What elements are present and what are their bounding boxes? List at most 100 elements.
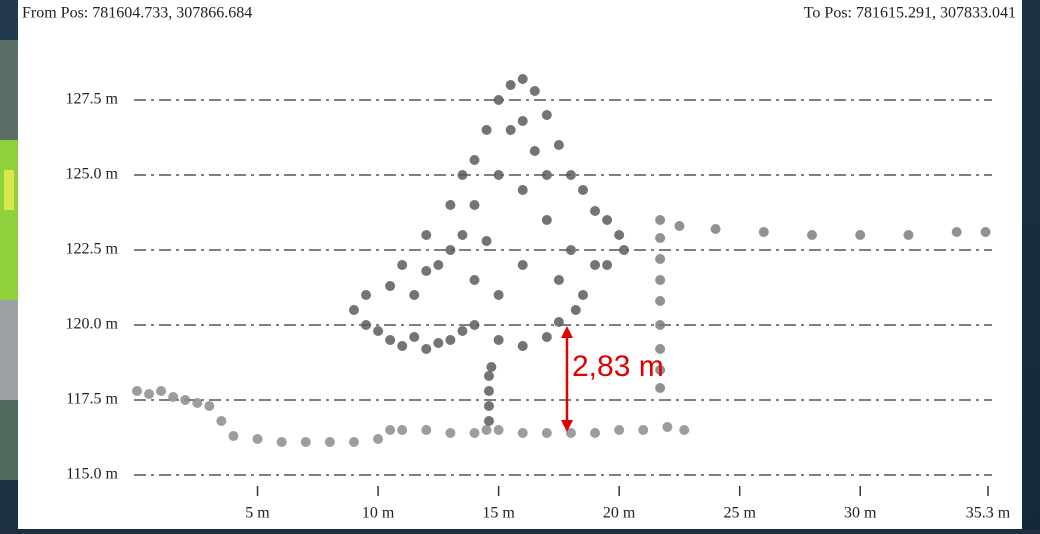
y-tick-label: 117.5 m <box>66 391 118 408</box>
point <box>482 236 492 246</box>
point <box>655 296 665 306</box>
point <box>494 95 504 105</box>
point <box>445 335 455 345</box>
y-tick-label: 120.0 m <box>66 316 119 333</box>
point <box>619 245 629 255</box>
point <box>253 434 263 444</box>
point <box>679 425 689 435</box>
point <box>494 290 504 300</box>
point <box>132 386 142 396</box>
point <box>421 266 431 276</box>
point <box>655 383 665 393</box>
point <box>204 401 214 411</box>
point <box>484 401 494 411</box>
x-tick-label: 35.3 m <box>966 505 1011 522</box>
point <box>578 290 588 300</box>
point <box>277 437 287 447</box>
to-position: To Pos: 781615.291, 307833.041 <box>804 5 1016 22</box>
y-tick-label: 122.5 m <box>66 241 119 258</box>
point <box>952 227 962 237</box>
x-tick-label: 5 m <box>245 505 270 522</box>
point <box>554 317 564 327</box>
point <box>409 290 419 300</box>
point <box>566 170 576 180</box>
point <box>494 425 504 435</box>
point <box>397 425 407 435</box>
point <box>590 206 600 216</box>
point <box>614 425 624 435</box>
point <box>421 344 431 354</box>
point <box>638 425 648 435</box>
point <box>216 416 226 426</box>
point <box>325 437 335 447</box>
x-tick-label: 30 m <box>844 505 877 522</box>
point <box>554 275 564 285</box>
point <box>156 386 166 396</box>
point <box>674 221 684 231</box>
point <box>349 437 359 447</box>
point <box>180 395 190 405</box>
point <box>578 185 588 195</box>
point <box>602 260 612 270</box>
point <box>486 362 496 372</box>
point <box>655 320 665 330</box>
point <box>445 245 455 255</box>
x-tick-label: 10 m <box>362 505 395 522</box>
profile-window: From Pos: 781604.733, 307866.684 To Pos:… <box>0 0 1040 529</box>
point <box>855 230 865 240</box>
point <box>484 371 494 381</box>
x-tick-label: 20 m <box>603 505 636 522</box>
point <box>530 86 540 96</box>
point <box>470 275 480 285</box>
point <box>655 254 665 264</box>
point <box>421 230 431 240</box>
point <box>144 389 154 399</box>
point <box>602 215 612 225</box>
point <box>484 416 494 426</box>
point <box>655 233 665 243</box>
point <box>397 260 407 270</box>
point <box>433 260 443 270</box>
point <box>192 398 202 408</box>
point <box>457 326 467 336</box>
point <box>554 140 564 150</box>
point <box>590 428 600 438</box>
point <box>530 146 540 156</box>
point <box>385 335 395 345</box>
point <box>409 332 419 342</box>
point <box>542 215 552 225</box>
point <box>655 215 665 225</box>
point <box>301 437 311 447</box>
point <box>759 227 769 237</box>
point <box>566 245 576 255</box>
x-tick-label: 25 m <box>723 505 756 522</box>
point <box>168 392 178 402</box>
point <box>373 434 383 444</box>
point <box>494 335 504 345</box>
point <box>482 125 492 135</box>
point <box>457 230 467 240</box>
point <box>361 290 371 300</box>
point <box>518 185 528 195</box>
point <box>433 338 443 348</box>
point <box>542 170 552 180</box>
from-position: From Pos: 781604.733, 307866.684 <box>22 5 252 22</box>
point <box>655 275 665 285</box>
measurement-label: 2,83 m <box>572 350 664 383</box>
point <box>457 170 467 180</box>
point <box>482 425 492 435</box>
map-strip <box>0 40 18 480</box>
point <box>518 428 528 438</box>
point <box>518 116 528 126</box>
point <box>542 332 552 342</box>
point <box>373 326 383 336</box>
point <box>571 305 581 315</box>
point <box>470 320 480 330</box>
point <box>711 224 721 234</box>
point <box>445 428 455 438</box>
point <box>518 74 528 84</box>
point <box>385 425 395 435</box>
point <box>506 125 516 135</box>
point <box>590 260 600 270</box>
point <box>542 428 552 438</box>
